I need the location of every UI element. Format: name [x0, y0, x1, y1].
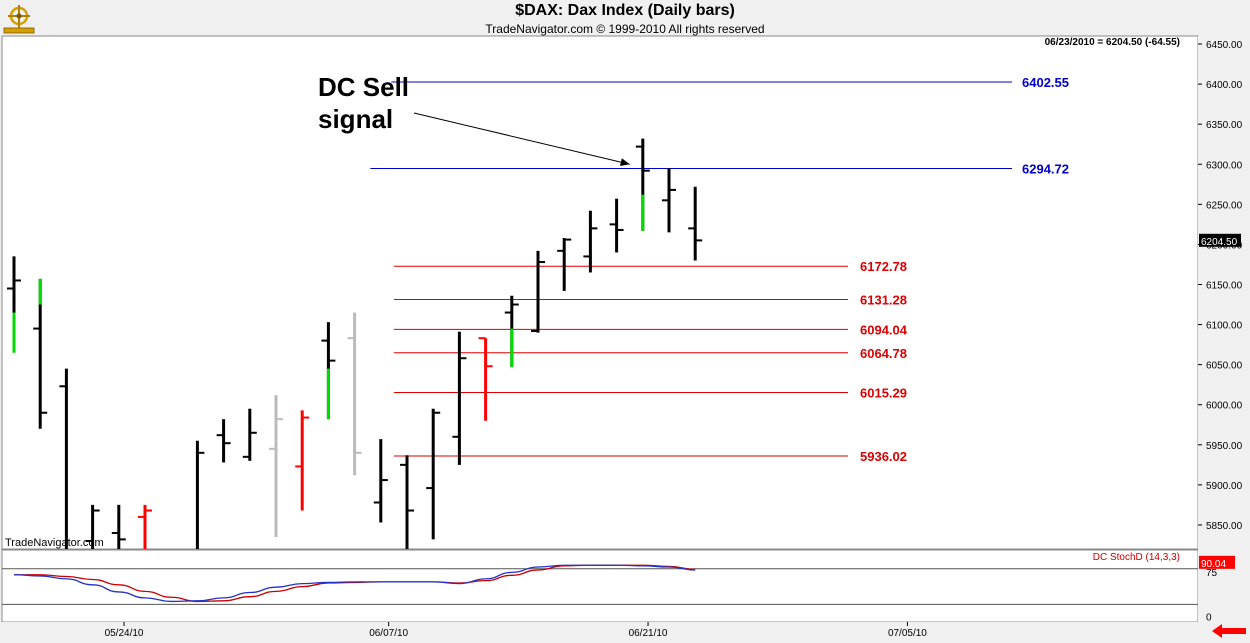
y-tick-label: 5850.00	[1206, 521, 1243, 532]
chart-title: $DAX: Dax Index (Daily bars)	[515, 2, 735, 19]
price-bar[interactable]	[216, 419, 231, 463]
level-label: 6294.72	[1022, 161, 1069, 176]
price-bar[interactable]	[583, 210, 598, 273]
price-bar[interactable]	[662, 168, 676, 233]
annotation-arrow-head-icon	[620, 158, 630, 167]
price-bar[interactable]	[373, 439, 388, 523]
price-bar[interactable]	[85, 504, 100, 597]
price-bar[interactable]	[33, 278, 48, 429]
date-axis	[0, 622, 1250, 643]
price-bar[interactable]	[400, 455, 414, 549]
x-tick-label: 07/05/10	[888, 628, 927, 639]
annotation-line-1: DC Sell	[318, 72, 409, 102]
quote-readout: 06/23/2010 = 6204.50 (-64.55)	[1045, 37, 1180, 48]
last-value-label: 6204.50	[1201, 237, 1238, 248]
last-value-box	[1199, 233, 1241, 247]
price-bar[interactable]	[531, 250, 545, 333]
y-tick-label: 6050.00	[1206, 361, 1243, 372]
y-tick-label: 5900.00	[1206, 481, 1243, 492]
y-tick-label: 6000.00	[1206, 401, 1243, 412]
scroll-left-arrow-icon[interactable]	[1212, 624, 1246, 638]
price-bar[interactable]	[269, 395, 283, 537]
copyright-text: TradeNavigator.com © 1999-2010 All right…	[485, 22, 765, 36]
level-label: 6131.28	[860, 292, 907, 307]
price-bar[interactable]	[321, 322, 336, 420]
annotation-line-2: signal	[318, 104, 393, 134]
price-bar[interactable]	[557, 237, 572, 291]
price-pane	[1, 35, 1199, 550]
x-tick-label: 05/24/10	[105, 628, 144, 639]
price-bar[interactable]	[242, 408, 257, 461]
price-bar[interactable]	[688, 186, 703, 261]
price-bar[interactable]	[138, 504, 152, 597]
y-tick-label: 6450.00	[1206, 40, 1243, 51]
y-tick-label: 5950.00	[1206, 441, 1243, 452]
watermark: TradeNavigator.com	[5, 537, 104, 549]
level-label: 6015.29	[860, 385, 907, 400]
level-label: 6064.78	[860, 346, 907, 361]
level-label: 6094.04	[860, 322, 908, 337]
level-label: 6172.78	[860, 259, 907, 274]
annotation-arrow-line	[413, 112, 630, 165]
price-bar[interactable]	[347, 312, 362, 476]
price-bar[interactable]	[478, 337, 493, 421]
price-axis	[1198, 36, 1248, 622]
indicator-last-value-box	[1199, 555, 1235, 569]
price-bar[interactable]	[452, 331, 467, 465]
y-tick-label: 6350.00	[1206, 120, 1243, 131]
level-label: 6402.55	[1022, 75, 1069, 90]
indicator-last-value-label: 90.04	[1201, 559, 1226, 570]
y-tick-label: 6300.00	[1206, 160, 1243, 171]
price-bar[interactable]	[59, 368, 73, 597]
indicator-tick-label: 0	[1206, 612, 1212, 623]
x-tick-label: 06/21/10	[629, 628, 668, 639]
price-bar[interactable]	[635, 138, 650, 231]
price-bar[interactable]	[190, 440, 205, 597]
trade-navigator-logo-icon	[3, 5, 35, 34]
y-tick-label: 6150.00	[1206, 280, 1243, 291]
price-bar[interactable]	[111, 504, 126, 597]
y-tick-label: 6250.00	[1206, 200, 1243, 211]
y-tick-label: 6400.00	[1206, 80, 1243, 91]
price-bar[interactable]	[7, 256, 21, 353]
x-tick-label: 06/07/10	[369, 628, 408, 639]
price-bar[interactable]	[295, 410, 310, 511]
indicator-tick-label: 75	[1206, 568, 1218, 579]
stoch-series-line	[13, 564, 696, 603]
price-bar[interactable]	[504, 295, 519, 368]
indicator-pane	[1, 549, 1199, 623]
price-bar[interactable]	[426, 408, 441, 540]
level-label: 5936.02	[860, 449, 907, 464]
indicator-title: DC StochD (14,3,3)	[1093, 552, 1180, 563]
price-bar[interactable]	[609, 198, 624, 253]
y-tick-label: 6100.00	[1206, 321, 1243, 332]
